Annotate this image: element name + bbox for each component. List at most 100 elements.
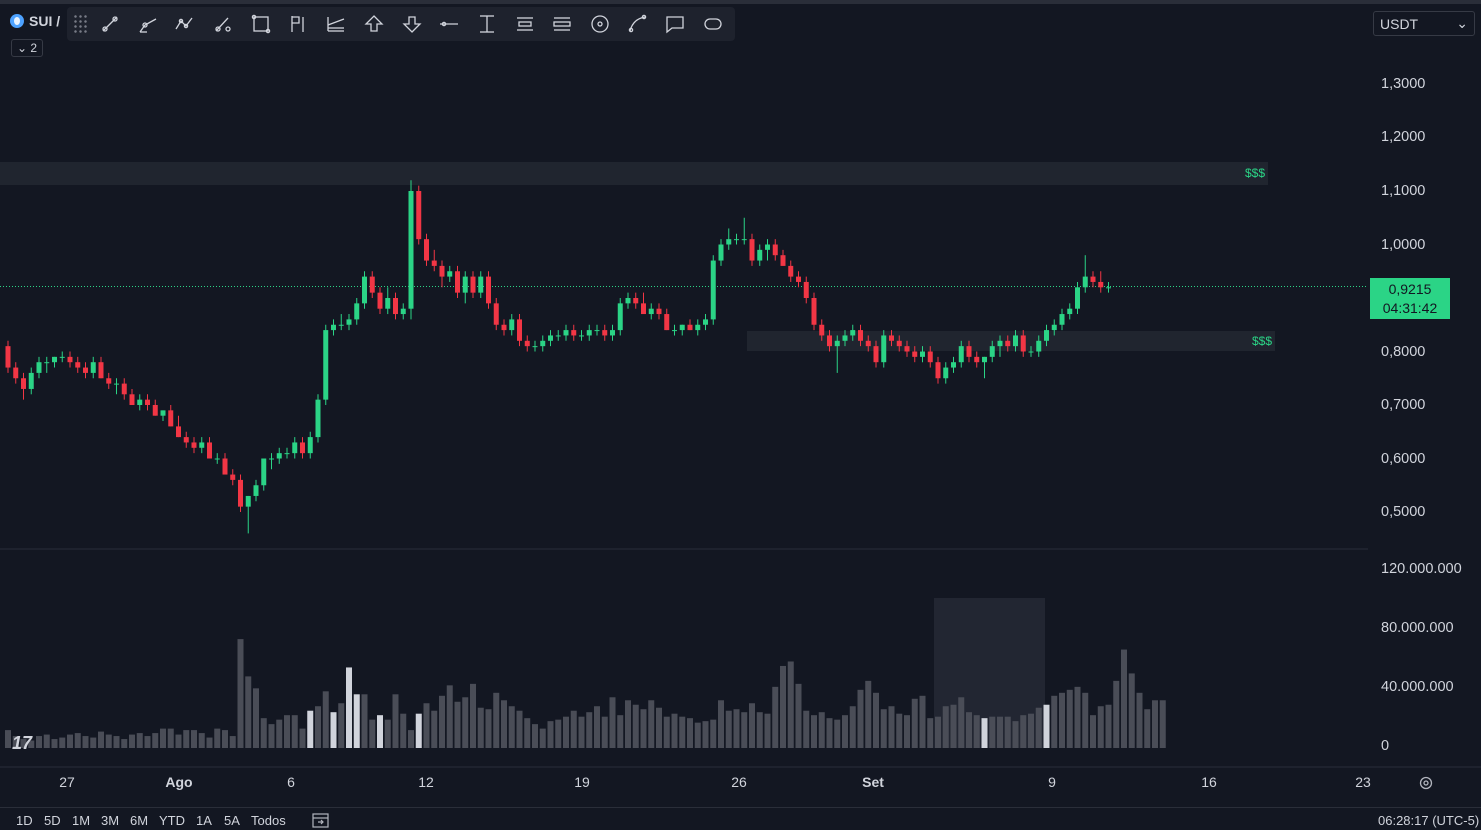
candle-body: [710, 260, 716, 320]
volume-bar: [586, 712, 593, 748]
range-1a[interactable]: 1A: [196, 813, 212, 828]
volume-bar: [439, 695, 445, 748]
volume-bar: [764, 713, 771, 748]
time-tick: Ago: [165, 774, 193, 790]
candle-body: [881, 335, 887, 363]
parallel-channel-icon[interactable]: [319, 9, 353, 39]
volume-bar: [144, 736, 151, 748]
volume-bar: [338, 703, 345, 748]
candle-body: [354, 303, 360, 320]
curve-icon[interactable]: [621, 9, 655, 39]
candle-body: [563, 330, 569, 336]
volume-bar: [989, 716, 996, 748]
date-price-range-icon[interactable]: [545, 9, 579, 39]
range-ytd[interactable]: YTD: [159, 813, 185, 828]
callout-icon[interactable]: [658, 9, 692, 39]
range-1d[interactable]: 1D: [16, 813, 33, 828]
volume-bar: [276, 719, 283, 748]
candle-body: [300, 442, 305, 454]
polyline-icon[interactable]: [168, 9, 202, 39]
volume-bar: [1082, 692, 1089, 748]
volume-bar: [1159, 700, 1166, 748]
highlighter-icon[interactable]: [696, 9, 730, 39]
candle-body: [943, 367, 949, 379]
volume-bar: [113, 736, 120, 748]
flag-icon[interactable]: [281, 9, 315, 39]
volume-bar: [997, 716, 1003, 748]
range-5a[interactable]: 5A: [224, 813, 240, 828]
candle-body: [1098, 281, 1104, 288]
ray-icon[interactable]: [131, 9, 165, 39]
range-6m[interactable]: 6M: [130, 813, 149, 828]
range-3m[interactable]: 3M: [101, 813, 120, 828]
rectangle-icon[interactable]: [244, 9, 278, 39]
symbol-label[interactable]: SUI /: [10, 13, 60, 29]
volume-bar: [1012, 721, 1019, 748]
volume-bar: [718, 700, 724, 748]
volume-bar: [59, 737, 66, 748]
volume-bar: [1090, 715, 1096, 748]
price-chart[interactable]: [0, 0, 1481, 807]
candle-body: [997, 340, 1003, 347]
candle-body: [493, 303, 499, 325]
volume-bar: [1097, 706, 1104, 748]
candle-body: [13, 367, 19, 379]
horizontal-line-icon[interactable]: [432, 9, 466, 39]
bottom-toolbar: [0, 807, 1481, 830]
volume-bar: [1059, 692, 1065, 748]
volume-bar: [842, 715, 848, 748]
volume-bar: [741, 712, 748, 748]
liquidity-zone: [747, 331, 1275, 351]
volume-bar: [446, 685, 453, 748]
candle-body: [1106, 287, 1111, 289]
volume-bar: [98, 731, 104, 748]
volume-bar: [222, 730, 228, 748]
grip-icon[interactable]: [73, 14, 87, 34]
time-tick: 19: [574, 774, 590, 790]
candle-body: [168, 410, 174, 427]
drawing-toolbar: [67, 7, 735, 41]
candle-body: [439, 265, 445, 277]
candle-body: [137, 399, 143, 405]
range-todos[interactable]: Todos: [251, 813, 286, 828]
candle-body: [1036, 340, 1042, 352]
path-icon[interactable]: [206, 9, 240, 39]
currency-selector[interactable]: USDT ⌄: [1373, 11, 1475, 36]
volume-bar: [284, 715, 290, 748]
candle-body: [648, 308, 654, 315]
volume-bar: [609, 697, 616, 748]
candle-body: [757, 249, 763, 261]
range-1m[interactable]: 1M: [72, 813, 91, 828]
volume-bar: [547, 721, 554, 748]
candle-body: [307, 437, 313, 454]
volume-bar: [136, 733, 143, 748]
volume-bar: [880, 709, 887, 748]
price-tick: 1,0000: [1381, 237, 1426, 253]
volume-bar: [90, 737, 97, 748]
volume-bar: [1121, 649, 1127, 748]
volume-bar: [702, 721, 709, 748]
date-range-icon[interactable]: [508, 9, 542, 39]
goto-date-icon[interactable]: [311, 811, 331, 829]
volume-bar: [353, 694, 360, 748]
volume-tick: 80.000.000: [1381, 620, 1454, 636]
tradingview-logo[interactable]: 17: [12, 733, 33, 753]
symbol-name: SUI /: [29, 13, 61, 29]
candle-body: [276, 453, 282, 459]
bar-countdown: 04:31:42: [1382, 300, 1438, 316]
price-range-icon[interactable]: [470, 9, 504, 39]
collapse-indicators-button[interactable]: ⌄ 2: [11, 39, 43, 57]
volume-bar: [191, 730, 197, 748]
candle-body: [532, 346, 538, 348]
volume-bar: [454, 701, 461, 748]
arrow-down-icon[interactable]: [395, 9, 429, 39]
gear-icon[interactable]: [1418, 775, 1434, 791]
trend-line-icon[interactable]: [93, 9, 127, 39]
range-5d[interactable]: 5D: [44, 813, 61, 828]
volume-bar: [198, 733, 205, 748]
candle-body: [1082, 276, 1088, 288]
candle-body: [1067, 308, 1073, 315]
arrow-up-icon[interactable]: [357, 9, 391, 39]
circle-icon[interactable]: [583, 9, 617, 39]
